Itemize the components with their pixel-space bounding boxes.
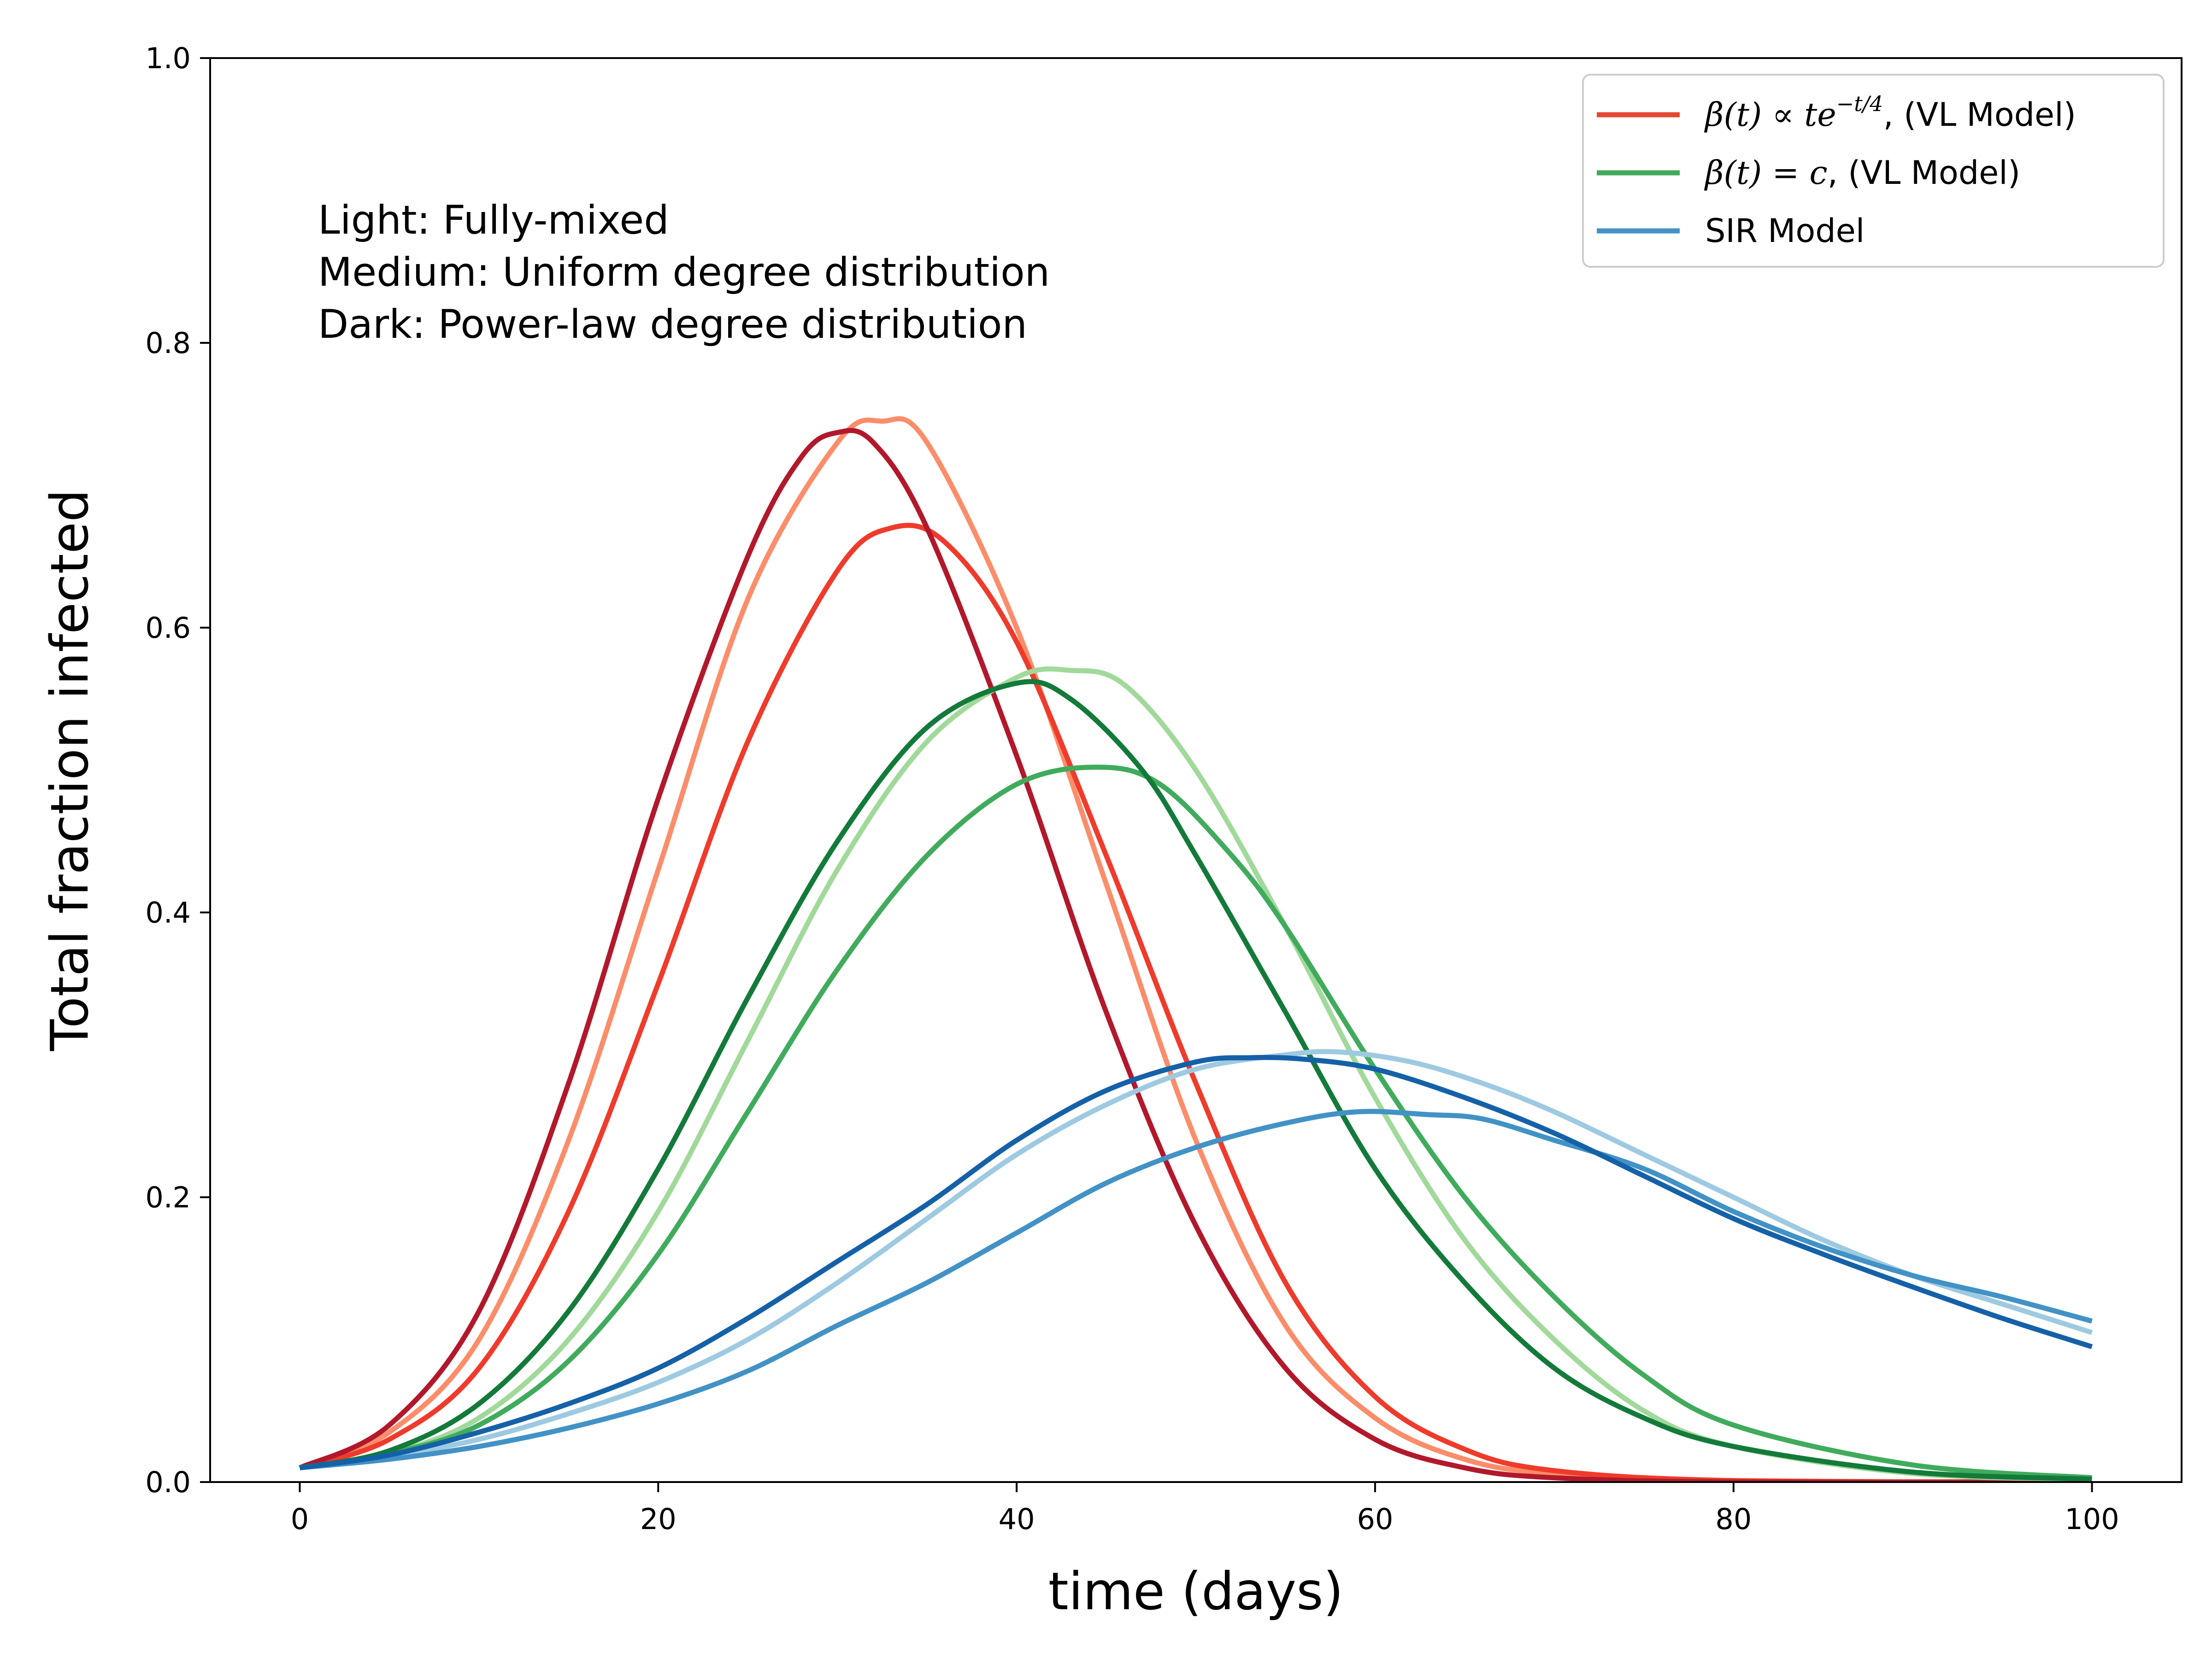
x-tick-label: 0	[291, 1502, 309, 1536]
series-layer	[299, 416, 2093, 1482]
plot-area-frame	[209, 57, 2183, 1483]
series-line-dark-2	[299, 428, 2092, 1482]
annotation-line-light: Light: Fully-mixed	[318, 197, 669, 243]
x-tick-label: 60	[1357, 1502, 1393, 1536]
series-line-light-3	[299, 666, 2092, 1482]
legend-label-vl-gamma-superscript: −t/4	[1836, 91, 1883, 116]
annotation-line-dark: Dark: Power-law degree distribution	[318, 301, 1027, 347]
y-tick-label: 1.0	[145, 41, 191, 75]
legend: β(t) ∝ te−t/4, (VL Model) β(t) = c, (VL …	[1582, 74, 2165, 268]
legend-label-vl-constant-formula: β(t) = c	[1704, 154, 1828, 192]
series-line-light-0	[299, 416, 2092, 1482]
y-tick-label: 0.8	[145, 326, 191, 360]
legend-label-vl-constant: β(t) = c, (VL Model)	[1704, 154, 2020, 192]
y-tick-label: 0.6	[145, 611, 191, 645]
legend-label-vl-constant-suffix: , (VL Model)	[1828, 154, 2020, 192]
y-axis-title: Total fraction infected	[40, 489, 100, 1052]
series-line-medium-7	[299, 1109, 2093, 1471]
annotation: Light: Fully-mixed Medium: Uniform degre…	[318, 197, 1050, 347]
legend-label-vl-gamma: β(t) ∝ te−t/4, (VL Model)	[1704, 91, 2076, 134]
legend-label-sir: SIR Model	[1705, 212, 1865, 250]
series-line-dark-8	[299, 1055, 2093, 1471]
legend-label-vl-gamma-formula: β(t) ∝ te	[1704, 96, 1836, 134]
x-tick-label: 80	[1715, 1502, 1752, 1536]
y-tick-label: 0.0	[145, 1465, 191, 1499]
y-tick-label: 0.2	[145, 1181, 191, 1214]
x-axis-title: time (days)	[1048, 1562, 1343, 1622]
x-tick-label: 20	[640, 1502, 677, 1536]
y-axis-ticks: 0.0 0.2 0.4 0.6 0.8 1.0	[145, 41, 210, 1499]
x-tick-label: 40	[999, 1502, 1035, 1536]
x-axis-ticks: 0 20 40 60 80 100	[291, 1482, 2119, 1536]
y-tick-label: 0.4	[145, 896, 191, 930]
series-line-medium-1	[299, 523, 2092, 1482]
legend-box	[1582, 74, 2165, 268]
x-tick-label: 100	[2065, 1502, 2119, 1536]
series-line-light-6	[299, 1049, 2093, 1471]
legend-label-vl-gamma-suffix: , (VL Model)	[1883, 96, 2076, 134]
series-line-dark-5	[299, 679, 2092, 1482]
annotation-line-medium: Medium: Uniform degree distribution	[318, 249, 1050, 295]
